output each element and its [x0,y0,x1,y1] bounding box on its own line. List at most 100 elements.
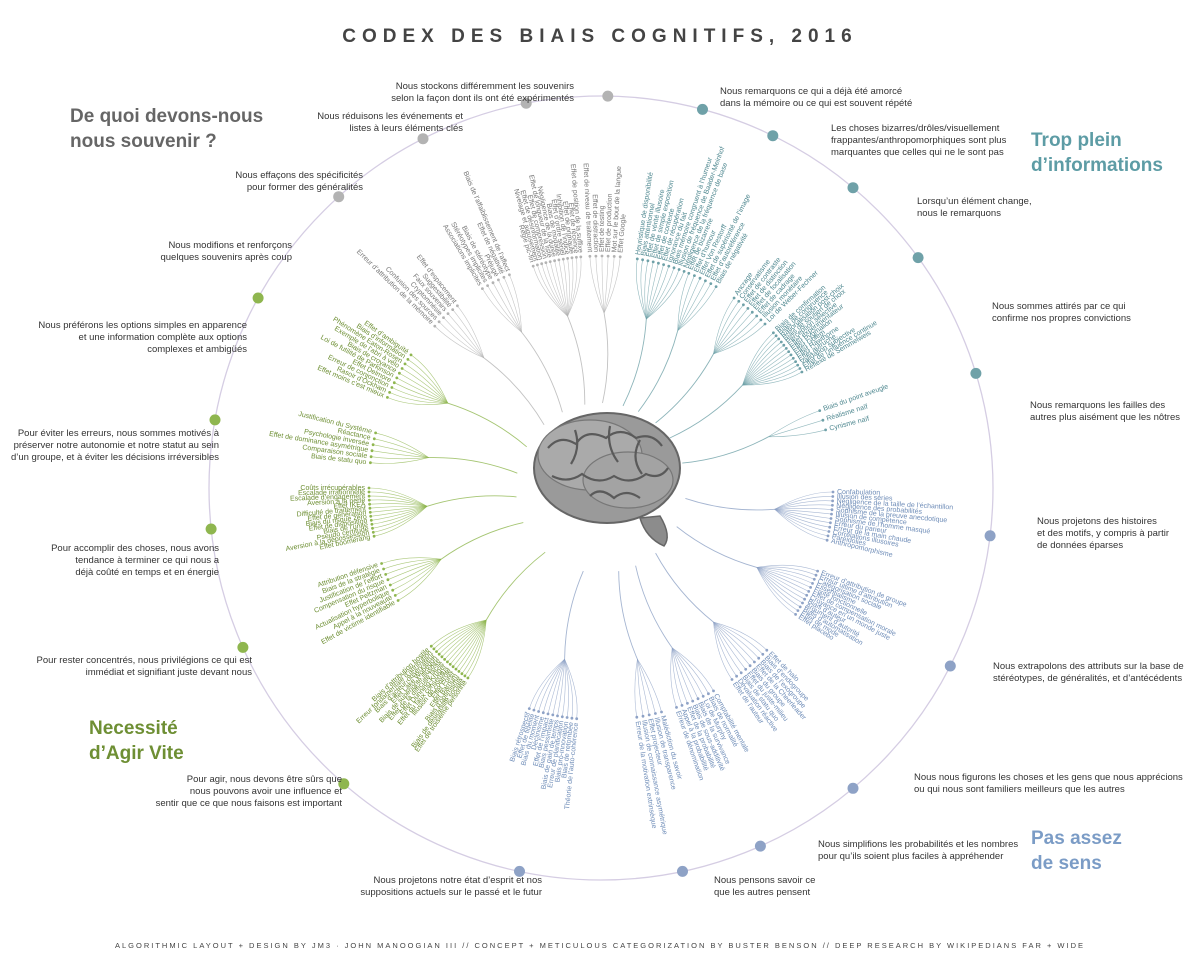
caption-line: dans la mémoire ou ce qui est souvent ré… [720,98,913,109]
bias-dot [682,270,686,273]
group-caption: Nous pensons savoir ce que les autres pe… [714,875,815,899]
bias-label: Coûts irrécupérables [300,485,365,492]
bias-branch [487,285,522,333]
bias-branch [671,647,704,697]
caption-line: et une information complète aux options [78,332,247,343]
bias-dot [532,708,536,712]
bias-branch [447,313,485,359]
bias-dot [446,660,449,664]
bias-branch [395,558,442,596]
bias-branch [557,659,565,716]
bias-dot [750,310,754,314]
group-caption: Nous extrapolons des attributs sur la ba… [993,661,1184,685]
bias-dot [395,376,399,380]
bias-branch [601,255,605,314]
bias-dot [544,261,548,264]
bias-dot [746,307,750,310]
group-node [912,252,924,264]
branch-trunk [447,402,527,448]
bias-dot [761,652,765,656]
category-title-info: Trop plein d’informations [1031,128,1163,178]
bias-branch [646,263,659,320]
caption-line: Nous extrapolons des attributs sur la ba… [993,661,1184,672]
bias-dot [831,503,834,507]
bias-dot [759,318,763,322]
bias-branch [410,354,449,404]
bias-label: Mot sur le bout de la langue [611,166,623,253]
bias-dot [575,255,578,259]
bias-branch [492,282,522,333]
bias-branch [443,317,485,359]
bias-dot [579,255,583,259]
bias-dot [805,593,809,597]
bias-branch [640,259,647,320]
bias-branch [387,558,442,580]
bias-dot [784,347,788,350]
bias-dot [400,367,404,370]
bias-branch [433,619,487,650]
group-node [333,191,345,203]
bias-dot [677,268,681,271]
bias-dot [566,257,569,260]
bias-dot [368,506,372,510]
bias-dot [686,701,689,705]
group-caption: Pour éviter les erreurs, nous sommes mot… [11,428,219,464]
page-title: CODEX DES BIAIS COGNITIFS, 2016 [342,26,858,47]
bias-branch [742,351,789,386]
bias-branch [567,257,574,317]
bias-dot [814,573,818,577]
bias-dot [696,697,700,701]
group-node [970,367,982,379]
bias-dot [536,263,539,267]
bias-label: Confabulation [837,489,880,497]
bias-branch [713,621,742,673]
bias-branch [595,256,605,314]
bias-dot [369,518,373,522]
bias-dot [380,562,383,565]
bias-dot [369,461,372,465]
bias-branch [436,619,487,652]
bias-dot [779,340,783,344]
group-caption: Nous nous figurons les choses et les gen… [914,772,1183,796]
bias-dot [672,266,676,270]
bias-dot [369,455,373,459]
bias-label: Effet de testing [599,205,606,252]
branch-trunk [655,353,714,424]
group-node [754,840,766,852]
bias-dot [826,534,830,538]
bias-branch [774,500,833,510]
group-caption: Nous réduisons les événements et listes … [317,111,463,135]
bias-branch [374,438,429,458]
branch-trunk [428,457,518,474]
bias-branch [713,319,762,355]
bias-branch [774,504,833,510]
bias-dot [829,521,832,525]
bias-dot [742,303,745,307]
bias-dot [451,308,455,311]
bias-branch [369,495,428,507]
bias-dot [443,658,446,661]
bias-label: Escalade d’engagement [290,493,365,503]
group-caption: Pour rester concentrés, nous privilégion… [37,655,252,679]
group-caption: Nous effaçons des spécificités pour form… [235,170,363,194]
category-title-line: Pas assez [1031,828,1122,849]
bias-branch [370,506,428,513]
caption-line: complexes et ambigüés [147,344,247,355]
bias-dot [481,287,484,290]
bias-branch [742,341,782,386]
group-node [984,530,996,542]
bias-dot [730,678,734,681]
bias-dot [772,331,775,335]
bias-dot [457,670,461,673]
bias-dot [460,672,464,676]
bias-dot [442,316,445,319]
bias-dot [687,271,691,275]
bias-dot [701,694,705,698]
bias-branch [404,363,449,404]
bias-dot [372,437,376,441]
bias-branch [567,257,578,317]
bias-dot [660,710,663,714]
caption-line: et des motifs, y compris à partir [1037,528,1169,539]
bias-branch [457,305,485,358]
bias-dot [367,486,371,490]
